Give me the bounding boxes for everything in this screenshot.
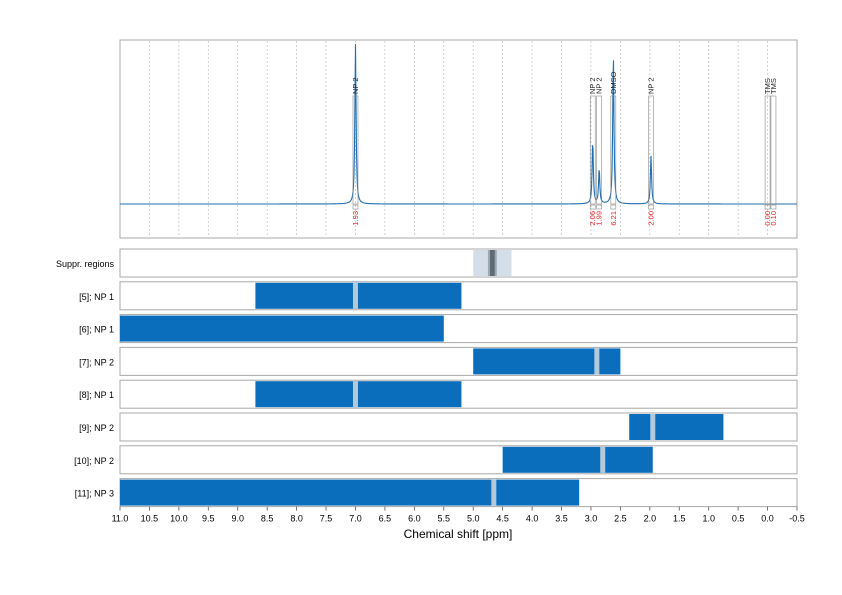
peak-marker <box>594 348 600 375</box>
peak-marker <box>600 446 606 473</box>
integral-box <box>770 204 777 210</box>
x-tick-label: 10.0 <box>170 514 188 524</box>
x-axis-label: Chemical shift [ppm] <box>404 527 513 541</box>
row-frame <box>119 346 798 376</box>
integral-value: 0.00 <box>763 211 772 226</box>
x-tick-label: 8.5 <box>261 514 274 524</box>
peak-marker <box>352 381 358 408</box>
x-tick-label: 8.0 <box>290 514 303 524</box>
x-tick-label: 2.5 <box>614 514 627 524</box>
x-tick-label: -0.5 <box>789 514 805 524</box>
x-tick-label: 0.0 <box>761 514 774 524</box>
grid-lines <box>119 41 798 237</box>
x-tick-label: 5.0 <box>467 514 480 524</box>
peak-box <box>352 95 359 205</box>
integral-box <box>648 204 654 210</box>
x-tick-label: 9.5 <box>202 514 215 524</box>
x-tick-label: 11.0 <box>112 514 129 524</box>
x-tick-label: 10.5 <box>141 514 159 524</box>
peak-box <box>764 95 771 205</box>
integral-box <box>589 204 596 210</box>
integral-box <box>596 204 602 210</box>
peak-label: NP 2 <box>595 77 604 94</box>
spectrum-panel <box>119 39 798 239</box>
peak-label: NP 2 <box>588 77 597 94</box>
x-tick-label: 4.5 <box>496 514 509 524</box>
region-bar <box>629 414 724 440</box>
integral-value: 1.99 <box>595 211 604 226</box>
x-tick-label: 5.5 <box>438 514 451 524</box>
integral-value: 6.21 <box>609 211 618 226</box>
x-tick-label: 2.0 <box>644 514 657 524</box>
x-tick-label: 6.5 <box>379 514 392 524</box>
x-tick-label: 1.0 <box>702 514 715 524</box>
peak-box <box>596 95 602 205</box>
peak-box <box>589 95 596 205</box>
peak-box <box>770 95 777 205</box>
integral-box <box>610 204 617 210</box>
integral-value: 1.93 <box>351 211 360 226</box>
peak-box <box>610 95 617 205</box>
row-label: [5]; NP 1 <box>79 292 114 302</box>
region-bar <box>120 315 444 342</box>
peak-marker <box>491 479 497 506</box>
x-tick-label: 6.0 <box>408 514 421 524</box>
x-tick-label: 7.0 <box>349 514 362 524</box>
x-tick-label: 0.5 <box>732 514 745 524</box>
suppressed-region-core <box>489 250 495 276</box>
x-tick-label: 7.5 <box>320 514 333 524</box>
integral-box <box>764 204 771 210</box>
region-bar <box>502 446 653 473</box>
x-axis: 11.0 10.5 10.0 9.5 9.0 8.5 8.0 7.5 7.0 6.5 6.0 5.5 5… <box>112 506 805 524</box>
x-tick-label: 3.5 <box>555 514 568 524</box>
region-rows: Suppr. regions [5]; NP 1 [6]; NP 1 [7]; NP … <box>56 248 798 508</box>
region-bar <box>255 282 462 309</box>
row-label: [9]; NP 2 <box>79 423 114 433</box>
row-frame <box>119 248 798 278</box>
row-label: Suppr. regions <box>56 259 115 269</box>
peak-label: NP 2 <box>647 77 656 94</box>
spectrum <box>120 44 798 205</box>
row-label: [11]; NP 3 <box>75 489 114 499</box>
peak-label: NP 2 <box>351 77 360 94</box>
integral-box <box>352 204 359 210</box>
peak-label: DMSO <box>609 71 618 94</box>
x-tick-label: 4.0 <box>526 514 539 524</box>
x-tick-label: 3.0 <box>585 514 598 524</box>
peak-label: TMS <box>769 78 778 94</box>
row-label: [7]; NP 2 <box>79 357 114 367</box>
region-bar <box>120 479 580 506</box>
row-label: [6]; NP 1 <box>79 325 114 335</box>
row-label: [10]; NP 2 <box>74 456 114 466</box>
peak-annotations: NP 2 1.93 NP 2 2.06 NP 2 1.99 DMSO 6.21 NP 2 2.00… <box>351 71 778 225</box>
peak-marker <box>352 282 358 309</box>
row-label: [8]; NP 1 <box>79 390 114 400</box>
peak-label: TMS <box>763 78 772 94</box>
integral-value: 2.00 <box>647 211 656 226</box>
region-bar <box>255 381 462 408</box>
integral-value: 0.10 <box>769 211 778 226</box>
integral-value: 2.06 <box>588 211 597 226</box>
peak-box <box>648 95 654 205</box>
spectrum-line <box>120 44 798 205</box>
x-tick-label: 9.0 <box>231 514 244 524</box>
x-tick-label: 1.5 <box>673 514 686 524</box>
row-frame <box>119 445 798 475</box>
peak-marker <box>650 414 656 440</box>
